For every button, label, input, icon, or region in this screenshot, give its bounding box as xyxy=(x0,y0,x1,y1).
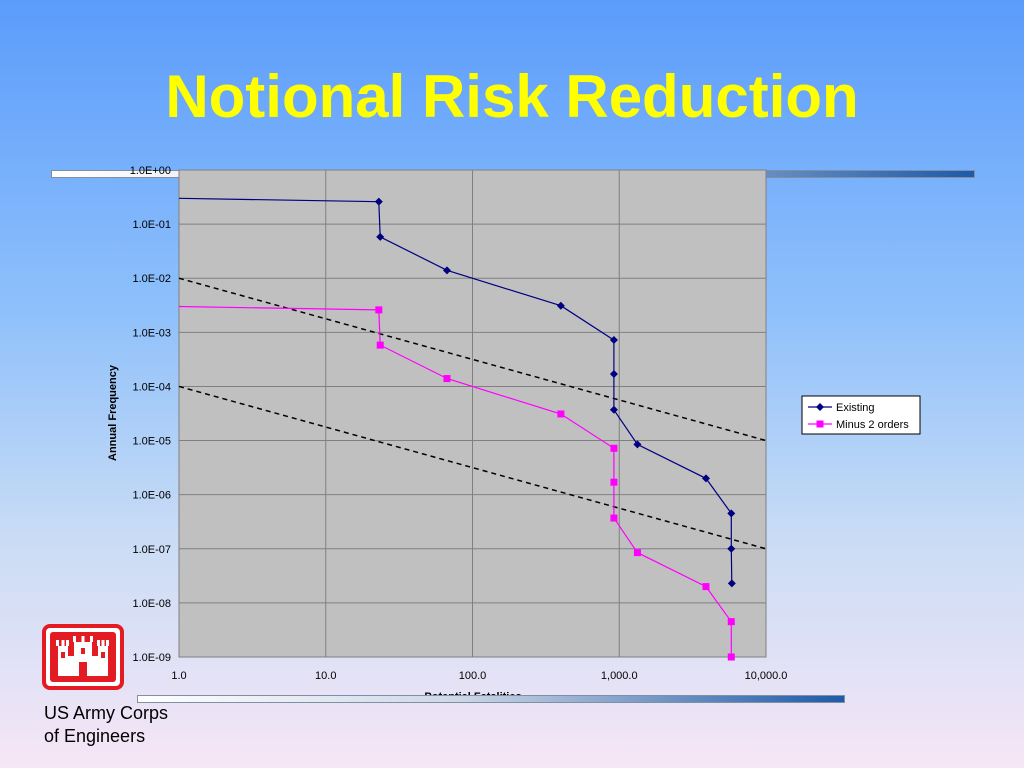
org-line-2: of Engineers xyxy=(44,726,146,746)
y-tick-label: 1.0E-05 xyxy=(132,436,171,448)
y-tick-labels: 1.0E+00 1.0E-01 1.0E-02 1.0E-03 1.0E-04 1.0E-… xyxy=(130,165,171,664)
data-point-existing xyxy=(374,197,383,206)
slide-title: Notional Risk Reduction xyxy=(165,63,859,130)
x-tick-label: 1.0 xyxy=(171,670,186,682)
data-point-existing xyxy=(556,301,565,310)
data-point-existing xyxy=(376,232,385,241)
x-tick-label: 10,000.0 xyxy=(745,670,788,682)
legend: Existing Minus 2 orders xyxy=(801,395,921,435)
data-point-minus-2-orders xyxy=(443,375,451,383)
data-point-minus-2-orders xyxy=(702,583,710,591)
usace-logo xyxy=(42,624,124,690)
x-tick-label: 1,000.0 xyxy=(601,670,638,682)
data-point-minus-2-orders xyxy=(375,306,383,314)
org-line-1: US Army Corps xyxy=(44,703,169,723)
data-point-minus-2-orders xyxy=(727,653,735,661)
data-point-existing xyxy=(633,440,642,449)
data-point-existing xyxy=(701,474,710,483)
legend-label-existing: Existing xyxy=(836,402,875,414)
decorative-bottom-bar xyxy=(137,695,845,703)
reference-line-dashed xyxy=(178,385,767,550)
data-point-minus-2-orders xyxy=(610,514,618,522)
x-tick-label: 100.0 xyxy=(459,670,487,682)
data-point-existing xyxy=(727,579,736,588)
castle-icon xyxy=(56,636,109,676)
data-point-minus-2-orders xyxy=(727,618,735,626)
reference-line-dashed xyxy=(178,277,767,442)
y-tick-label: 1.0E-06 xyxy=(132,490,171,502)
series-layer xyxy=(178,197,736,661)
y-tick-label: 1.0E-09 xyxy=(132,652,171,664)
y-tick-label: 1.0E-04 xyxy=(132,381,171,393)
data-point-existing xyxy=(727,509,736,518)
y-tick-label: 1.0E-02 xyxy=(132,273,171,285)
y-tick-label: 1.0E-03 xyxy=(132,327,171,339)
legend-label-minus-2-orders: Minus 2 orders xyxy=(836,419,909,431)
y-tick-label: 1.0E-08 xyxy=(132,598,171,610)
series-line-minus-2-orders xyxy=(178,305,732,657)
data-point-existing xyxy=(609,369,618,378)
legend-marker-existing xyxy=(816,403,824,411)
x-tick-labels: 1.0 10.0 100.0 1,000.0 10,000.0 xyxy=(171,670,787,682)
legend-box xyxy=(801,395,921,435)
data-point-minus-2-orders xyxy=(610,444,618,452)
data-point-minus-2-orders xyxy=(557,410,565,418)
data-point-minus-2-orders xyxy=(376,341,384,349)
data-point-existing xyxy=(727,544,736,553)
data-point-existing xyxy=(442,266,451,275)
reference-lines xyxy=(178,277,767,550)
data-point-existing xyxy=(609,405,618,414)
legend-marker-minus-2-orders xyxy=(816,420,824,428)
y-tick-label: 1.0E+00 xyxy=(130,165,171,177)
y-tick-label: 1.0E-01 xyxy=(132,219,171,231)
x-tick-label: 10.0 xyxy=(315,670,336,682)
organization-name: US Army Corps of Engineers xyxy=(44,702,168,748)
y-tick-label: 1.0E-07 xyxy=(132,544,171,556)
risk-chart: 1.0E+00 1.0E-01 1.0E-02 1.0E-03 1.0E-04 1.0E-… xyxy=(107,165,921,703)
data-point-minus-2-orders xyxy=(633,549,641,557)
data-point-minus-2-orders xyxy=(610,478,618,486)
y-axis-label: Annual Frequency xyxy=(107,364,119,461)
data-point-existing xyxy=(609,336,618,345)
